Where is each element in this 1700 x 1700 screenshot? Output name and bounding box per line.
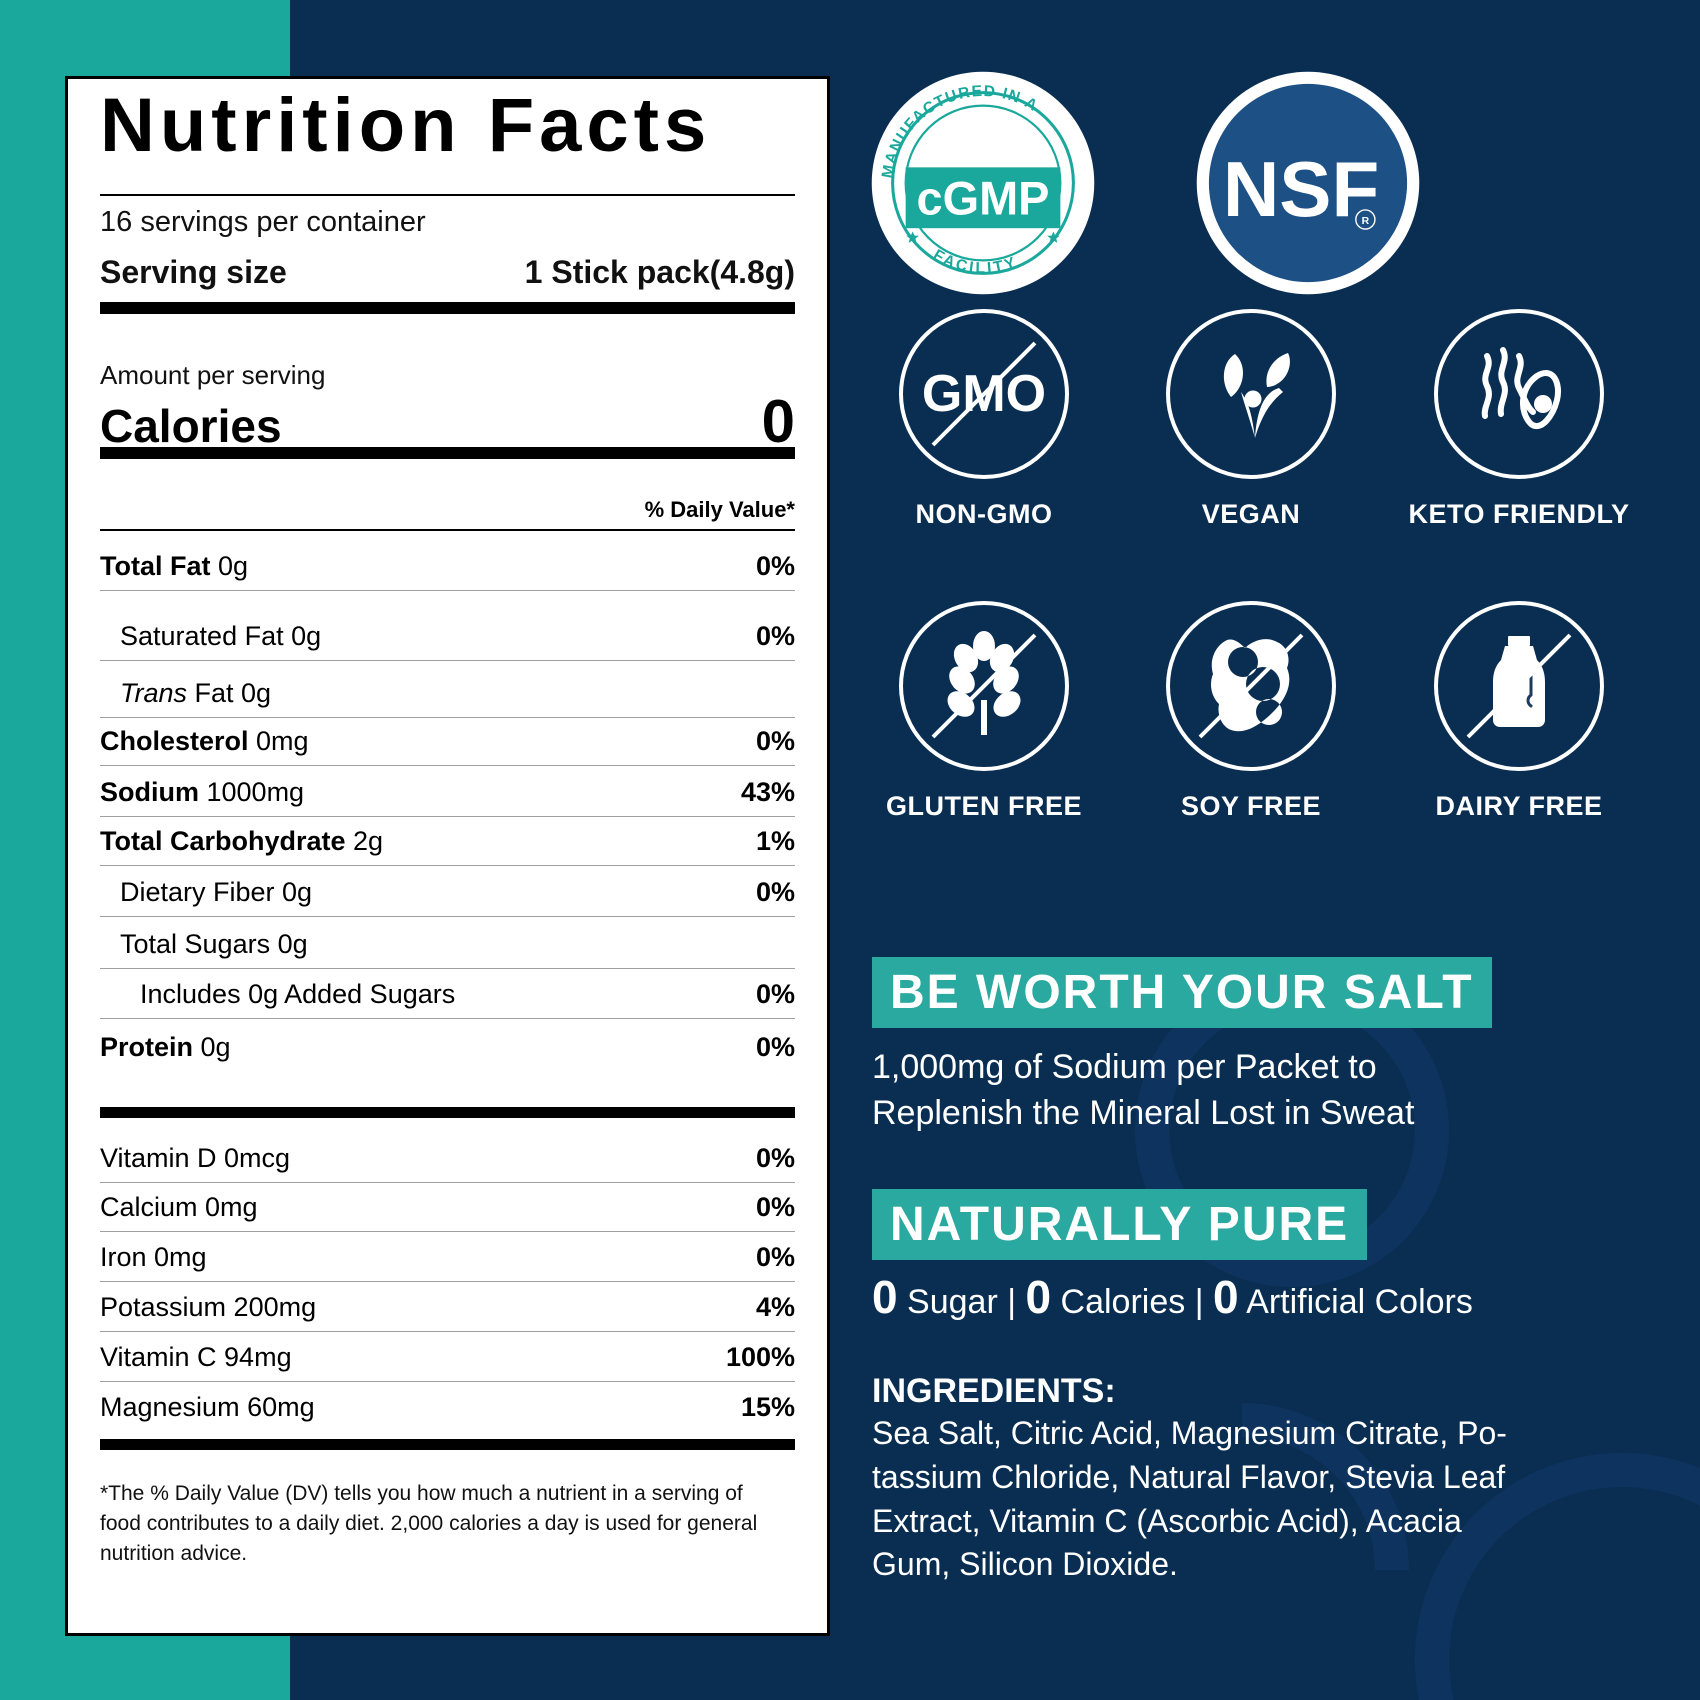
svg-text:cGMP: cGMP bbox=[917, 172, 1050, 224]
svg-text:R: R bbox=[1362, 216, 1370, 227]
